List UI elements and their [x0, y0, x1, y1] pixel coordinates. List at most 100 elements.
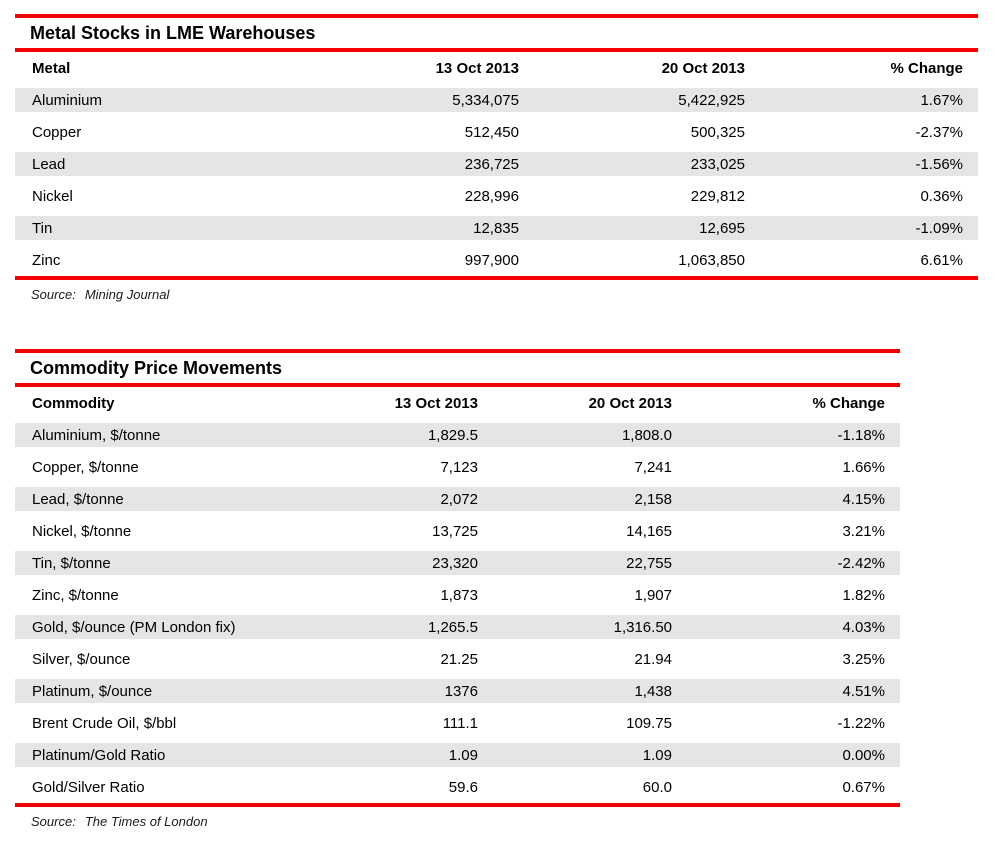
- table-row: Aluminium 5,334,075 5,422,925 1.67%: [15, 84, 978, 116]
- table-row: Zinc, $/tonne 1,873 1,907 1.82%: [15, 579, 900, 611]
- column-header-pct-change: % Change: [812, 394, 885, 412]
- cell-pct-change: 0.00%: [842, 746, 885, 764]
- cell-commodity: Lead, $/tonne: [32, 490, 124, 508]
- cell-20-oct: 12,695: [699, 219, 745, 237]
- cell-metal: Copper: [32, 123, 82, 141]
- cell-metal: Zinc: [32, 251, 61, 269]
- cell-20-oct: 21.94: [634, 650, 672, 668]
- cell-pct-change: 3.21%: [842, 522, 885, 540]
- cell-20-oct: 60.0: [642, 778, 672, 796]
- red-divider-bottom: [15, 803, 900, 807]
- table-row: Gold/Silver Ratio 59.6 60.0 0.67%: [15, 771, 900, 803]
- cell-commodity: Nickel, $/tonne: [32, 522, 132, 540]
- table-row: Platinum, $/ounce 1376 1,438 4.51%: [15, 675, 900, 707]
- table-row: Nickel 228,996 229,812 0.36%: [15, 180, 978, 212]
- cell-20-oct: 1,316.50: [613, 618, 672, 636]
- cell-metal: Lead: [32, 155, 66, 173]
- cell-20-oct: 22,755: [626, 554, 672, 572]
- cell-metal: Aluminium: [32, 91, 103, 109]
- cell-commodity: Platinum, $/ounce: [32, 682, 153, 700]
- cell-20-oct: 1,063,850: [678, 251, 745, 269]
- red-divider-bottom: [15, 276, 978, 280]
- cell-20-oct: 229,812: [690, 187, 745, 205]
- cell-13-oct: 23,320: [432, 554, 478, 572]
- cell-20-oct: 1,907: [634, 586, 672, 604]
- cell-20-oct: 1,438: [634, 682, 672, 700]
- red-divider-top: [15, 14, 978, 18]
- cell-13-oct: 236,725: [464, 155, 519, 173]
- cell-pct-change: 6.61%: [920, 251, 963, 269]
- column-header-13-oct: 13 Oct 2013: [435, 59, 519, 77]
- cell-commodity: Gold/Silver Ratio: [32, 778, 145, 796]
- column-header-20-oct: 20 Oct 2013: [661, 59, 745, 77]
- cell-pct-change: -1.22%: [837, 714, 885, 732]
- metal-stocks-title: Metal Stocks in LME Warehouses: [30, 23, 316, 43]
- cell-13-oct: 111.1: [442, 714, 478, 732]
- cell-20-oct: 500,325: [690, 123, 745, 141]
- cell-commodity: Brent Crude Oil, $/bbl: [32, 714, 177, 732]
- cell-commodity: Gold, $/ounce (PM London fix): [32, 618, 236, 636]
- cell-pct-change: -1.56%: [915, 155, 963, 173]
- table-row: Copper 512,450 500,325 -2.37%: [15, 116, 978, 148]
- cell-pct-change: 3.25%: [842, 650, 885, 668]
- commodity-prices-table: Commodity Price Movements Commodity 13 O…: [15, 349, 900, 829]
- cell-13-oct: 12,835: [473, 219, 519, 237]
- cell-13-oct: 5,334,075: [452, 91, 519, 109]
- cell-commodity: Silver, $/ounce: [32, 650, 131, 668]
- cell-13-oct: 1,873: [440, 586, 478, 604]
- table-row: Tin 12,835 12,695 -1.09%: [15, 212, 978, 244]
- cell-20-oct: 2,158: [634, 490, 672, 508]
- cell-pct-change: 4.51%: [842, 682, 885, 700]
- cell-metal: Tin: [32, 219, 53, 237]
- cell-20-oct: 233,025: [690, 155, 745, 173]
- table-row: Lead, $/tonne 2,072 2,158 4.15%: [15, 483, 900, 515]
- cell-13-oct: 512,450: [464, 123, 519, 141]
- column-header-20-oct: 20 Oct 2013: [588, 394, 672, 412]
- cell-commodity: Copper, $/tonne: [32, 458, 139, 476]
- cell-pct-change: 0.36%: [920, 187, 963, 205]
- cell-pct-change: -1.18%: [837, 426, 885, 444]
- cell-20-oct: 14,165: [626, 522, 672, 540]
- cell-pct-change: -1.09%: [915, 219, 963, 237]
- cell-pct-change: 0.67%: [842, 778, 885, 796]
- column-header-row: Metal 13 Oct 2013 20 Oct 2013 % Change: [15, 52, 978, 84]
- cell-13-oct: 7,123: [440, 458, 478, 476]
- table-row: Copper, $/tonne 7,123 7,241 1.66%: [15, 451, 900, 483]
- cell-pct-change: -2.37%: [915, 123, 963, 141]
- table-row: Aluminium, $/tonne 1,829.5 1,808.0 -1.18…: [15, 419, 900, 451]
- metal-stocks-table: Metal Stocks in LME Warehouses Metal 13 …: [15, 14, 978, 302]
- cell-pct-change: 1.66%: [842, 458, 885, 476]
- column-header-13-oct: 13 Oct 2013: [394, 394, 478, 412]
- table-row: Tin, $/tonne 23,320 22,755 -2.42%: [15, 547, 900, 579]
- source-value: Mining Journal: [84, 287, 170, 302]
- cell-13-oct: 228,996: [464, 187, 519, 205]
- cell-13-oct: 21.25: [440, 650, 478, 668]
- cell-13-oct: 1376: [444, 682, 478, 700]
- table-row: Silver, $/ounce 21.25 21.94 3.25%: [15, 643, 900, 675]
- cell-20-oct: 109.75: [626, 714, 672, 732]
- cell-commodity: Aluminium, $/tonne: [32, 426, 161, 444]
- table-row: Gold, $/ounce (PM London fix) 1,265.5 1,…: [15, 611, 900, 643]
- cell-13-oct: 1,265.5: [427, 618, 478, 636]
- source-value: The Times of London: [84, 814, 208, 829]
- cell-13-oct: 1,829.5: [427, 426, 478, 444]
- cell-20-oct: 5,422,925: [678, 91, 745, 109]
- cell-20-oct: 1,808.0: [621, 426, 672, 444]
- red-divider-top: [15, 349, 900, 353]
- cell-13-oct: 2,072: [440, 490, 478, 508]
- table-row: Brent Crude Oil, $/bbl 111.1 109.75 -1.2…: [15, 707, 900, 739]
- table-row: Lead 236,725 233,025 -1.56%: [15, 148, 978, 180]
- table-row: Platinum/Gold Ratio 1.09 1.09 0.00%: [15, 739, 900, 771]
- cell-pct-change: 4.15%: [842, 490, 885, 508]
- source-label: Source:: [31, 287, 76, 302]
- cell-metal: Nickel: [32, 187, 73, 205]
- cell-pct-change: 4.03%: [842, 618, 885, 636]
- column-header-row: Commodity 13 Oct 2013 20 Oct 2013 % Chan…: [15, 387, 900, 419]
- cell-13-oct: 1.09: [448, 746, 478, 764]
- source-label: Source:: [31, 814, 76, 829]
- column-header-metal: Metal: [32, 59, 71, 77]
- cell-13-oct: 59.6: [448, 778, 478, 796]
- cell-pct-change: 1.82%: [842, 586, 885, 604]
- commodity-prices-title: Commodity Price Movements: [30, 358, 283, 378]
